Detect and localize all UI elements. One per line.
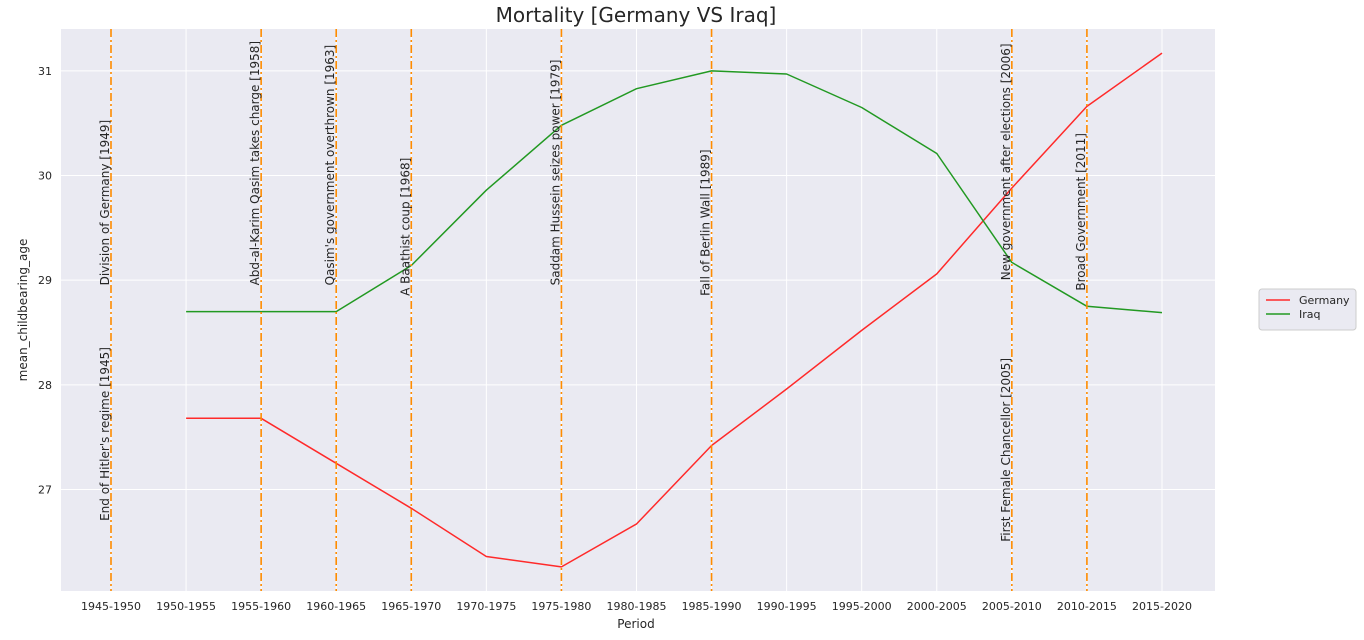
- x-tick-label: 2010-2015: [1057, 600, 1117, 613]
- x-tick-label: 2015-2020: [1132, 600, 1192, 613]
- y-axis-label: mean_childbearing_age: [16, 239, 30, 382]
- x-tick-label: 1965-1970: [381, 600, 441, 613]
- series-layer: [186, 52, 1163, 568]
- event-label: Fall of Berlin Wall [1989]: [699, 149, 713, 296]
- x-tick-label: 1980-1985: [607, 600, 667, 613]
- x-tick-label: 1960-1965: [306, 600, 366, 613]
- chart-title: Mortality [Germany VS Iraq]: [496, 3, 777, 27]
- x-tick-label: 1990-1995: [757, 600, 817, 613]
- x-tick-labels: 1945-1950 1950-1955 1955-1960 1960-1965 1965…: [81, 600, 1192, 613]
- x-tick-label: 1955-1960: [231, 600, 291, 613]
- y-tick-label: 31: [38, 65, 52, 78]
- x-tick-label: 1985-1990: [682, 600, 742, 613]
- y-tick-label: 30: [38, 170, 52, 183]
- y-tick-label: 29: [38, 274, 52, 287]
- x-tick-label: 1995-2000: [832, 600, 892, 613]
- series-line-germany: [186, 52, 1163, 568]
- y-tick-label: 28: [38, 379, 52, 392]
- plot-background: [61, 29, 1215, 591]
- event-label: First Female Chancellor [2005]: [999, 358, 1013, 542]
- x-axis-label: Period: [617, 617, 654, 631]
- event-label: End of Hitler's regime [1945]: [98, 347, 112, 521]
- event-label: Abd-al-Karim Qasim takes charge [1958]: [248, 41, 262, 286]
- event-label: New government after elections [2006]: [999, 43, 1013, 280]
- series-line-iraq: [186, 70, 1163, 314]
- event-label: Division of Germany [1949]: [98, 120, 112, 286]
- event-lines-layer: End of Hitler's regime [1945] Division of…: [98, 29, 1088, 591]
- event-label: A Baathist coup [1968]: [398, 158, 412, 296]
- x-tick-label: 2005-2010: [982, 600, 1042, 613]
- legend-label-iraq: Iraq: [1299, 308, 1321, 321]
- x-tick-label: 2000-2005: [907, 600, 967, 613]
- x-tick-label: 1970-1975: [456, 600, 516, 613]
- event-label: Qasim's government overthrown [1963]: [323, 45, 337, 286]
- event-label: Broad Government [2011]: [1074, 133, 1088, 291]
- event-label: Saddam Hussein seizes power [1979]: [548, 60, 562, 286]
- y-tick-labels: 27 28 29 30 31: [38, 65, 52, 497]
- x-tick-label: 1945-1950: [81, 600, 141, 613]
- y-tick-label: 27: [38, 483, 52, 496]
- x-tick-label: 1975-1980: [531, 600, 591, 613]
- x-tick-label: 1950-1955: [156, 600, 216, 613]
- legend-label-germany: Germany: [1299, 294, 1350, 307]
